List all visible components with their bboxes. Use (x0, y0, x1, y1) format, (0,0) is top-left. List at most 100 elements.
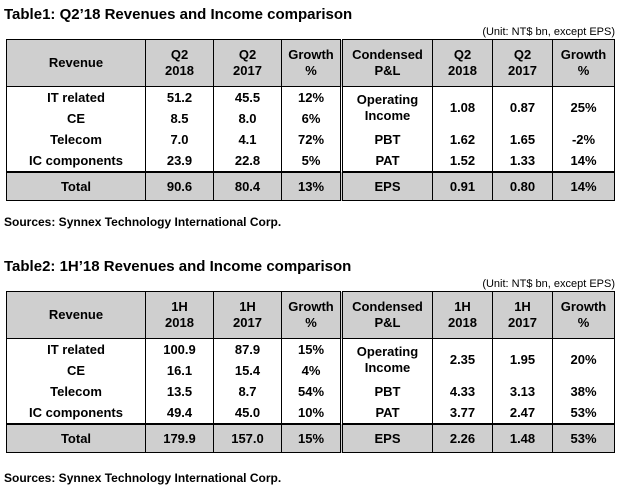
value-cell: 72% (281, 129, 342, 150)
value-cell: 54% (281, 381, 342, 402)
value-cell: 5% (281, 150, 342, 172)
value-cell: 3.13 (492, 381, 553, 402)
header-cell: 1H 2018 (145, 291, 214, 339)
total-label: Total (6, 171, 146, 201)
header-cell: Q2 2017 (213, 39, 282, 87)
value-cell: 53% (552, 423, 615, 453)
table2: Revenue 1H 2018 1H 2017 Growth% Condensed P… (6, 291, 615, 453)
header-cell: 1H 2018 (432, 291, 493, 339)
revenue-label: IC components (6, 150, 146, 172)
pl-label: Operating Income (340, 338, 433, 381)
header-cell: Condensed P&L (340, 291, 433, 339)
value-cell: 23.9 (145, 150, 214, 172)
table2-source: Sources: Synnex Technology International… (4, 471, 282, 485)
value-cell: 0.80 (492, 171, 553, 201)
value-cell: 0.91 (432, 171, 493, 201)
value-cell: 8.7 (213, 381, 282, 402)
table-row: Telecom 13.5 8.7 54% PBT 4.33 3.13 38% (6, 381, 615, 402)
value-cell: 1.48 (492, 423, 553, 453)
table1-unit-note: (Unit: NT$ bn, except EPS) (482, 26, 615, 38)
value-cell: 45.0 (213, 402, 282, 424)
value-cell: 0.87 (492, 86, 553, 129)
value-cell: 15% (281, 338, 342, 360)
total-label: Total (6, 423, 146, 453)
table2-header-row: Revenue 1H 2018 1H 2017 Growth% Condensed P… (6, 291, 615, 339)
table1-total-row: Total 90.6 80.4 13% EPS 0.91 0.80 14% (6, 171, 615, 201)
table-row: IC components 49.4 45.0 10% PAT 3.77 2.4… (6, 402, 615, 424)
value-cell: 1.52 (432, 150, 493, 172)
value-cell: 13.5 (145, 381, 214, 402)
value-cell: 10% (281, 402, 342, 424)
value-cell: 4.1 (213, 129, 282, 150)
table1-source: Sources: Synnex Technology International… (4, 215, 282, 229)
value-cell: 3.77 (432, 402, 493, 424)
header-cell: Revenue (6, 291, 146, 339)
value-cell: 15% (281, 423, 342, 453)
value-cell: 1.33 (492, 150, 553, 172)
value-cell: 1.62 (432, 129, 493, 150)
revenue-label: CE (6, 360, 146, 381)
table1: Revenue Q2 2018 Q2 2017 Growth% Condensed P… (6, 39, 615, 201)
table2-total-row: Total 179.9 157.0 15% EPS 2.26 1.48 53% (6, 423, 615, 453)
value-cell: 7.0 (145, 129, 214, 150)
revenue-label: Telecom (6, 129, 146, 150)
revenue-label: IT related (6, 86, 146, 108)
value-cell: -2% (552, 129, 615, 150)
value-cell: 49.4 (145, 402, 214, 424)
revenue-label: CE (6, 108, 146, 129)
value-cell: 4.33 (432, 381, 493, 402)
value-cell: 2.26 (432, 423, 493, 453)
table-row: IC components 23.9 22.8 5% PAT 1.52 1.33… (6, 150, 615, 172)
header-cell: Q2 2018 (432, 39, 493, 87)
table1-header-row: Revenue Q2 2018 Q2 2017 Growth% Condensed P… (6, 39, 615, 87)
revenue-label: Telecom (6, 381, 146, 402)
value-cell: 20% (552, 338, 615, 381)
value-cell: 2.35 (432, 338, 493, 381)
header-cell: Growth% (281, 291, 342, 339)
value-cell: 157.0 (213, 423, 282, 453)
header-cell: Growth% (552, 39, 615, 87)
header-cell: Growth% (552, 291, 615, 339)
value-cell: 16.1 (145, 360, 214, 381)
table1-title: Table1: Q2’18 Revenues and Income compar… (4, 6, 353, 23)
value-cell: 4% (281, 360, 342, 381)
value-cell: 13% (281, 171, 342, 201)
header-cell: 1H 2017 (213, 291, 282, 339)
table-row: IT related 100.9 87.9 15% Operating Incom… (6, 338, 615, 381)
value-cell: 8.5 (145, 108, 214, 129)
header-cell: 1H 2017 (492, 291, 553, 339)
value-cell: 53% (552, 402, 615, 424)
header-cell: Revenue (6, 39, 146, 87)
value-cell: 12% (281, 86, 342, 108)
value-cell: 15.4 (213, 360, 282, 381)
value-cell: 38% (552, 381, 615, 402)
pl-label: PAT (340, 150, 433, 172)
table2-title: Table2: 1H’18 Revenues and Income compar… (4, 258, 352, 275)
value-cell: 179.9 (145, 423, 214, 453)
value-cell: 87.9 (213, 338, 282, 360)
pl-label: PAT (340, 402, 433, 424)
header-cell: Growth% (281, 39, 342, 87)
value-cell: 14% (552, 150, 615, 172)
value-cell: 8.0 (213, 108, 282, 129)
table-row: Telecom 7.0 4.1 72% PBT 1.62 1.65 -2% (6, 129, 615, 150)
table-row: IT related 51.2 45.5 12% Operating Income… (6, 86, 615, 129)
value-cell: 25% (552, 86, 615, 129)
header-cell: Q2 2018 (145, 39, 214, 87)
revenue-label: IT related (6, 338, 146, 360)
pl-label: PBT (340, 129, 433, 150)
value-cell: 6% (281, 108, 342, 129)
value-cell: 1.95 (492, 338, 553, 381)
value-cell: 1.08 (432, 86, 493, 129)
header-cell: Condensed P&L (340, 39, 433, 87)
value-cell: 90.6 (145, 171, 214, 201)
pl-label: Operating Income (340, 86, 433, 129)
value-cell: 45.5 (213, 86, 282, 108)
table-row: CE 16.1 15.4 4% (6, 360, 615, 381)
value-cell: 80.4 (213, 171, 282, 201)
eps-label: EPS (340, 423, 433, 453)
value-cell: 22.8 (213, 150, 282, 172)
revenue-label: IC components (6, 402, 146, 424)
value-cell: 2.47 (492, 402, 553, 424)
value-cell: 100.9 (145, 338, 214, 360)
